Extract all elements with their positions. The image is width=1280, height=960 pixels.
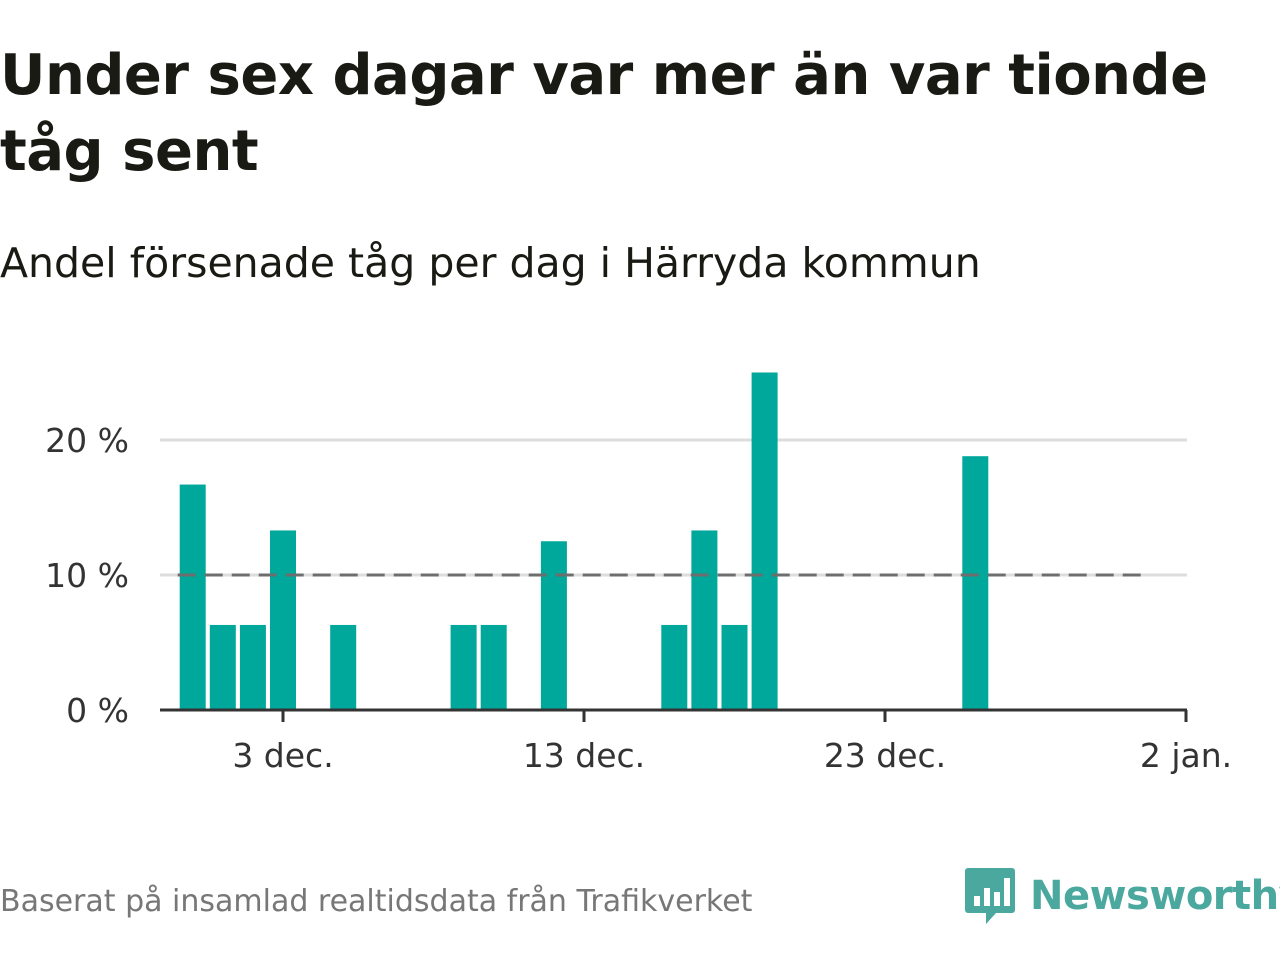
bar	[661, 624, 688, 710]
y-tick-label: 10 %	[45, 556, 129, 595]
bar	[179, 484, 206, 710]
bar	[270, 530, 296, 710]
chart-title: Under sex dagar var mer än var tionde tå…	[0, 43, 1208, 184]
axes: 0 % 10 % 20 % 3 dec. 13 dec. 23 dec. 2 jan.	[45, 421, 1232, 775]
bar	[691, 530, 718, 710]
y-tick-label: 0 %	[66, 691, 129, 730]
bar-chart: 0 % 10 % 20 % 3 dec. 13 dec. 23 dec. 2 jan.	[45, 372, 1232, 775]
x-tick-label: 2 jan.	[1140, 736, 1232, 775]
bar	[450, 624, 477, 710]
brand-logo: Newsworthy	[964, 866, 1280, 926]
bar	[480, 624, 507, 710]
bar	[751, 372, 778, 710]
bars	[179, 372, 989, 710]
gridlines	[160, 438, 1187, 577]
x-tick-label: 13 dec.	[523, 736, 645, 775]
bar	[209, 624, 236, 710]
bar	[721, 624, 748, 710]
bar	[239, 624, 266, 710]
x-tick-label: 23 dec.	[824, 736, 946, 775]
y-tick-label: 20 %	[45, 421, 129, 460]
x-tick-label: 3 dec.	[232, 736, 333, 775]
bar	[330, 624, 357, 710]
source-note: Baserat på insamlad realtidsdata från Tr…	[0, 884, 753, 919]
bar-chart-speech-bubble-icon	[965, 868, 1015, 924]
bar	[540, 541, 567, 710]
chart-subtitle: Andel försenade tåg per dag i Härryda ko…	[0, 239, 981, 287]
bar	[962, 456, 989, 710]
brand-name: Newsworthy	[1030, 873, 1280, 919]
